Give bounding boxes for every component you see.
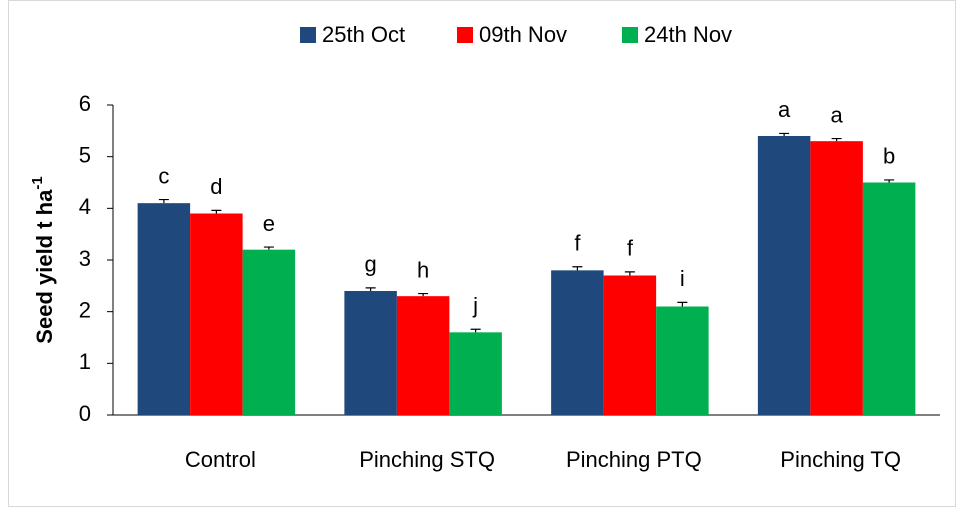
bar xyxy=(551,270,604,415)
significance-label: h xyxy=(417,257,429,282)
significance-label: f xyxy=(574,231,581,256)
error-bar xyxy=(158,198,169,204)
error-bar xyxy=(624,271,635,276)
y-tick-label: 4 xyxy=(79,194,91,219)
significance-label: a xyxy=(778,97,791,122)
bar xyxy=(137,203,191,415)
y-tick-label: 6 xyxy=(79,91,91,116)
y-axis-label-text: Seed yield t ha xyxy=(32,189,57,344)
y-tick-label: 2 xyxy=(79,297,91,322)
legend-label: 09th Nov xyxy=(479,22,567,47)
error-bar xyxy=(572,266,583,271)
bar xyxy=(603,275,657,415)
error-bar xyxy=(884,179,895,183)
significance-label: a xyxy=(831,102,844,127)
error-bar xyxy=(779,132,790,136)
significance-label: j xyxy=(472,293,478,318)
x-tick-label: Pinching TQ xyxy=(780,447,901,472)
significance-label: f xyxy=(627,236,634,261)
significance-label: g xyxy=(365,252,377,277)
x-tick-label: Control xyxy=(185,447,256,472)
y-tick-label: 5 xyxy=(79,142,91,167)
legend-label: 24th Nov xyxy=(644,22,732,47)
significance-label: i xyxy=(680,266,685,291)
legend-label: 25th Oct xyxy=(322,22,405,47)
error-bar xyxy=(365,287,376,291)
frame xyxy=(8,0,956,507)
error-bar xyxy=(418,292,429,297)
legend-swatch xyxy=(300,27,316,43)
bar xyxy=(190,213,243,415)
error-bar xyxy=(263,246,274,250)
error-bar xyxy=(470,328,481,333)
bar xyxy=(862,182,916,415)
significance-label: e xyxy=(263,211,275,236)
bar xyxy=(344,291,397,415)
error-bar xyxy=(677,301,688,307)
y-tick-label: 3 xyxy=(79,246,91,271)
bar xyxy=(810,141,863,415)
bar xyxy=(396,296,450,415)
bar xyxy=(449,332,502,415)
y-tick-label: 0 xyxy=(79,401,91,426)
y-tick-label: 1 xyxy=(79,349,91,374)
legend-swatch xyxy=(622,27,638,43)
x-tick-label: Pinching PTQ xyxy=(566,447,702,472)
error-bar xyxy=(831,137,842,142)
significance-label: d xyxy=(210,174,222,199)
y-axis-label-sup: -1 xyxy=(29,176,46,189)
bar xyxy=(242,249,296,415)
significance-label: b xyxy=(883,144,895,169)
bar xyxy=(656,306,709,415)
legend-swatch xyxy=(457,27,473,43)
y-axis-label: Seed yield t ha-1 xyxy=(29,176,57,343)
error-bar xyxy=(211,209,222,214)
bar xyxy=(757,136,811,415)
significance-label: c xyxy=(158,163,169,188)
x-tick-label: Pinching STQ xyxy=(359,447,495,472)
